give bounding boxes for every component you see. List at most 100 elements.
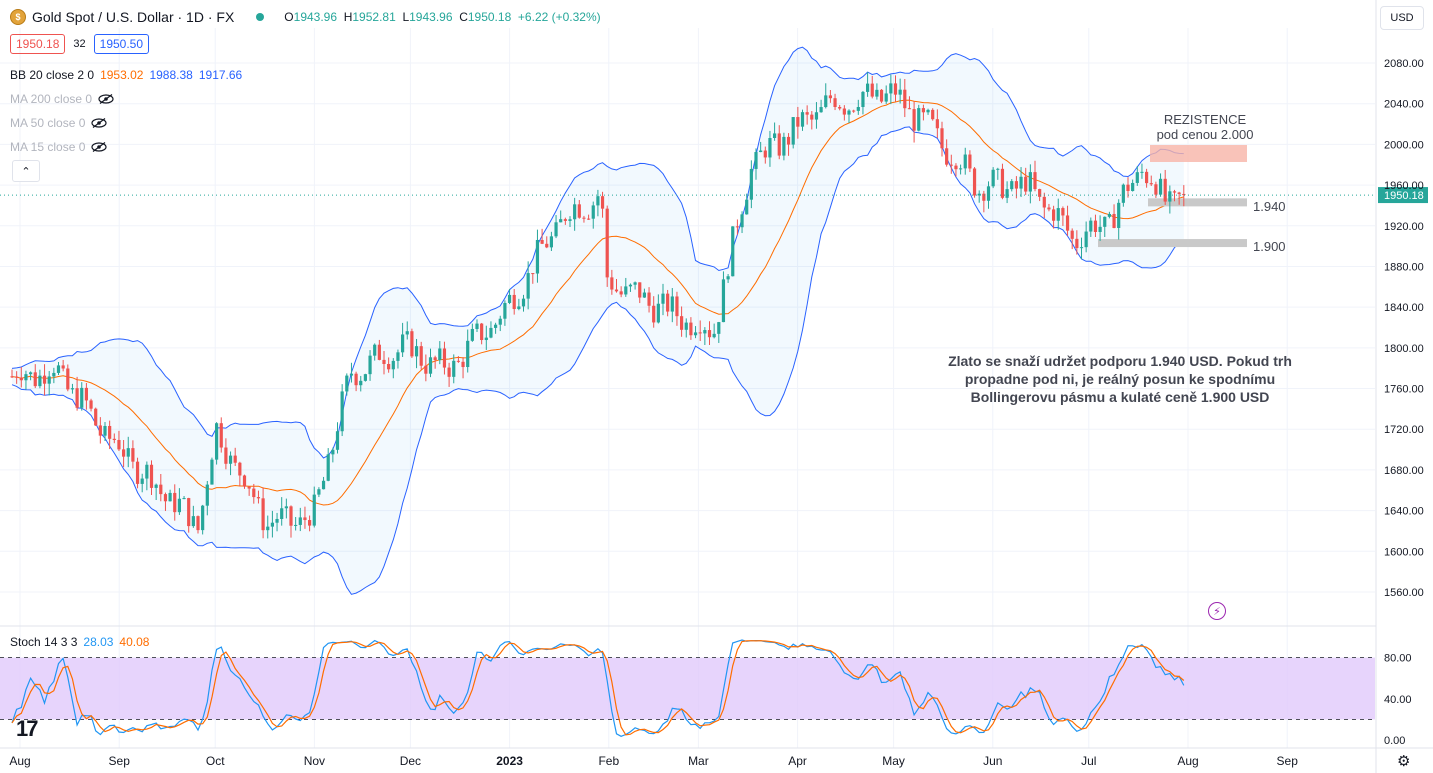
price-tick-label: 1840.00	[1384, 302, 1424, 314]
candle-body	[42, 375, 47, 384]
candles	[10, 71, 1186, 539]
candle-body	[177, 498, 181, 513]
annotation-zones	[1098, 145, 1247, 248]
stoch-legend[interactable]: Stoch 14 3 3 28.03 40.08	[10, 635, 149, 649]
eye-hidden-icon[interactable]	[98, 94, 114, 104]
bb-legend[interactable]: BB 20 close 2 0 1953.02 1988.38 1917.66	[10, 68, 242, 82]
candle-body	[996, 168, 1000, 170]
candle-body	[368, 355, 372, 375]
candle-body	[154, 484, 158, 488]
candle-body	[1182, 193, 1186, 196]
candle-body	[233, 455, 237, 463]
candle-body	[1121, 184, 1125, 203]
candle-body	[512, 294, 516, 310]
candle-body	[972, 168, 977, 196]
candle-body	[238, 462, 242, 476]
tradingview-logo-icon[interactable]: 17	[16, 716, 39, 741]
bb-upper-line	[11, 46, 1184, 459]
candle-body	[498, 318, 502, 325]
lightning-icon[interactable]: ⚡	[1208, 602, 1226, 620]
ma15-legend[interactable]: MA 15 close 0	[10, 140, 107, 154]
candle-body	[187, 498, 191, 527]
candle-body	[1177, 192, 1181, 194]
currency-button[interactable]: USD	[1380, 6, 1424, 30]
candle-body	[196, 516, 200, 531]
bb-basis-value: 1953.02	[100, 68, 144, 82]
candle-body	[489, 327, 493, 338]
candle-body	[791, 117, 795, 145]
candle-body	[545, 243, 549, 248]
price-tick-label: 1960.00	[1384, 180, 1424, 192]
trade-prices: 1950.18 32 1950.50	[10, 34, 150, 54]
candle-body	[89, 400, 93, 409]
symbol-title[interactable]: Gold Spot / U.S. Dollar · 1D · FX	[32, 9, 235, 25]
candle-body	[856, 107, 860, 111]
sell-button[interactable]: 1950.18	[10, 34, 66, 54]
candle-body	[884, 93, 888, 102]
candle-body	[875, 89, 879, 97]
candle-body	[266, 526, 270, 531]
candle-body	[191, 516, 195, 527]
eye-hidden-icon[interactable]	[91, 142, 107, 152]
candle-body	[335, 431, 340, 450]
buy-button[interactable]: 1950.50	[93, 34, 150, 54]
candle-body	[321, 480, 326, 490]
price-tick-label: 2080.00	[1384, 58, 1424, 70]
candle-body	[433, 357, 437, 361]
candle-body	[721, 279, 726, 323]
candle-body	[977, 193, 981, 196]
price-tick-label: 1720.00	[1384, 424, 1424, 436]
candle-body	[61, 365, 65, 369]
candle-body	[610, 277, 614, 290]
candle-body	[828, 95, 832, 99]
time-tick-label: Apr	[788, 754, 807, 768]
support-zone-1940	[1148, 198, 1247, 207]
candle-body	[1084, 231, 1088, 248]
candle-body	[419, 346, 423, 366]
price-tick-label: 1560.00	[1384, 587, 1424, 599]
price-tick-label: 1760.00	[1384, 384, 1424, 396]
candle-body	[666, 293, 670, 312]
candle-body	[521, 298, 526, 307]
candle-body	[484, 337, 488, 341]
candle-body	[852, 110, 856, 112]
candle-body	[535, 239, 540, 274]
resistance-subtitle: pod cenou 2.000	[1156, 127, 1254, 142]
eye-hidden-icon[interactable]	[91, 118, 107, 128]
candle-body	[112, 438, 116, 440]
candle-body	[466, 340, 470, 368]
candle-body	[559, 219, 563, 223]
time-tick-label: Aug	[1177, 754, 1198, 768]
ma50-legend[interactable]: MA 50 close 0	[10, 116, 107, 130]
candle-body	[1149, 183, 1153, 185]
ma200-legend[interactable]: MA 200 close 0	[10, 92, 114, 106]
candle-body	[1038, 189, 1042, 197]
candle-body	[726, 276, 730, 280]
candle-body	[475, 323, 479, 329]
bb-lower-value: 1917.66	[198, 68, 243, 82]
candle-body	[405, 331, 409, 335]
candle-body	[38, 375, 42, 387]
candle-body	[554, 222, 558, 237]
candle-body	[814, 112, 819, 120]
candle-body	[94, 408, 98, 426]
time-tick-label: Nov	[304, 754, 325, 768]
candle-body	[526, 273, 530, 299]
candle-body	[280, 508, 284, 519]
candle-body	[84, 387, 88, 401]
candle-body	[931, 109, 935, 120]
candle-body	[428, 357, 433, 374]
stoch-tick-label: 40.00	[1384, 694, 1412, 706]
stoch-tick-label: 0.00	[1384, 735, 1405, 747]
price-tick-label: 2000.00	[1384, 139, 1424, 151]
candle-body	[945, 148, 949, 165]
stoch-name: Stoch 14 3 3	[10, 635, 78, 649]
collapse-legend-button[interactable]: ⌃	[12, 160, 40, 182]
gear-icon[interactable]: ⚙	[1397, 753, 1411, 770]
candle-body	[424, 365, 428, 374]
candle-body	[442, 348, 447, 368]
candle-body	[624, 286, 628, 295]
grid	[0, 28, 1375, 748]
price-tick-label: 1880.00	[1384, 261, 1424, 273]
